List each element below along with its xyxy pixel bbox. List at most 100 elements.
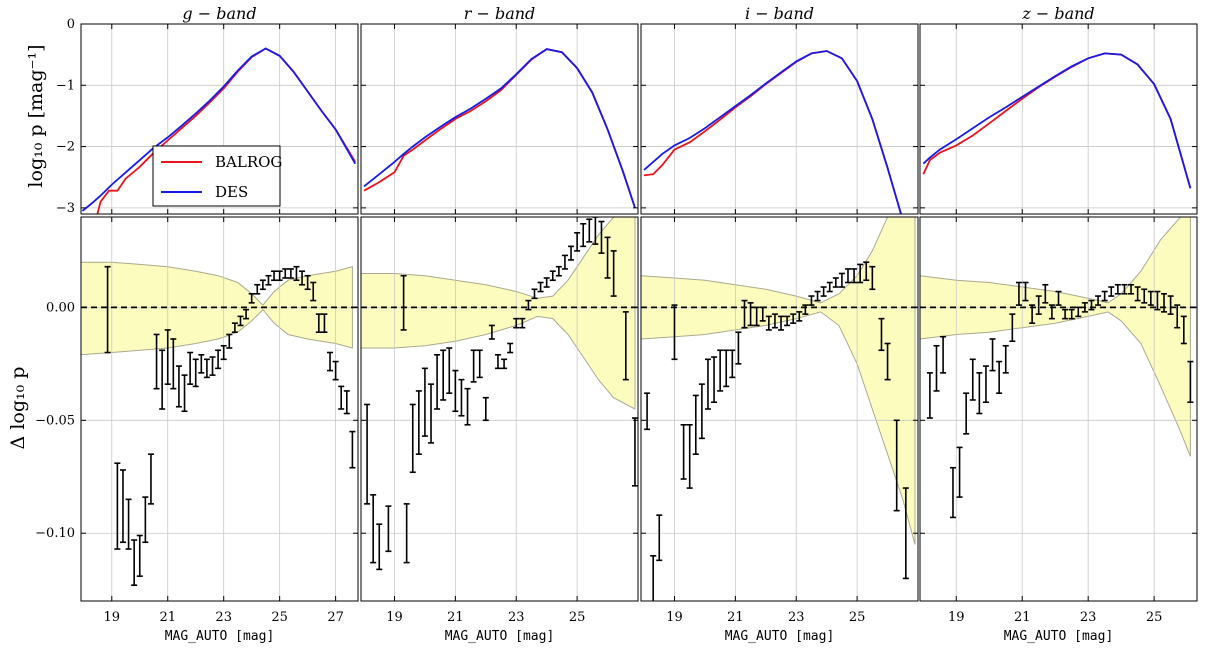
error-bar-point [338, 385, 345, 410]
error-bar-point [1180, 315, 1187, 345]
error-bar-point [982, 365, 989, 404]
error-bar-point [142, 496, 149, 544]
error-bar-point [259, 279, 266, 291]
error-bar-point [315, 313, 322, 334]
legend-label-balrog: BALROG [215, 153, 282, 171]
x-tick-label: 25 [849, 610, 866, 625]
y-tick-label: 0.00 [46, 300, 75, 315]
error-bar-point [692, 394, 699, 455]
error-bar-point [159, 349, 166, 410]
x-tick-label: 25 [569, 610, 586, 625]
error-bar-point [753, 306, 760, 327]
error-bar-point [949, 466, 956, 519]
error-bar-point [838, 272, 845, 288]
y-tick-label: −0.05 [35, 413, 75, 428]
error-bar-point [1167, 295, 1174, 315]
error-bar-point [863, 261, 870, 282]
top-panel-4: z − band [919, 4, 1198, 215]
error-bar-point [153, 333, 160, 390]
top-panel-4-plot-area [920, 24, 1197, 214]
y-axis-label-top: log₁₀ p [mag⁻¹] [25, 44, 47, 187]
error-bar-point [488, 324, 495, 340]
error-bar-point [844, 268, 851, 284]
error-bar-point [310, 281, 317, 302]
error-bar-point [385, 505, 392, 553]
bottom-panel-2: 19 21 23 25 MAG_AUTO [mag] [360, 216, 639, 644]
uncertainty-band [361, 217, 636, 410]
error-bar-point [976, 372, 983, 415]
error-bar-point [989, 338, 996, 372]
x-axis-label: MAG_AUTO [mag] [445, 629, 555, 644]
bottom-panel-2-plot-area [361, 217, 638, 601]
panel-title: g − band [182, 4, 256, 23]
error-bar-point [698, 383, 705, 440]
error-bar-point [747, 302, 754, 327]
error-bar-point [482, 396, 489, 422]
error-bar-point [170, 338, 177, 390]
error-bar-point [125, 498, 132, 550]
top-panel-4-frame [919, 23, 1198, 215]
error-bar-point [209, 356, 216, 376]
x-tick-label: 19 [104, 610, 121, 625]
error-bar-point [765, 315, 772, 331]
error-bar-point [215, 349, 222, 370]
error-bar-point [996, 360, 1003, 394]
error-bar-point [248, 292, 255, 304]
error-bar-point [1035, 295, 1042, 315]
error-bar-point [1134, 286, 1141, 302]
error-bar-point [610, 250, 617, 297]
error-bar-point [147, 453, 154, 505]
bottom-panel-4-frame [919, 216, 1198, 602]
error-bar-point [1048, 304, 1055, 320]
error-bar-point [1141, 288, 1148, 304]
error-bar-point [349, 430, 356, 469]
error-bar-point [802, 304, 809, 315]
x-tick-label: 27 [327, 610, 344, 625]
x-tick-label: 23 [788, 610, 805, 625]
error-bar-point [1029, 304, 1036, 324]
error-bar-point [265, 274, 272, 286]
error-bar-point [680, 424, 687, 480]
error-bar-point [650, 555, 657, 601]
error-bar-point [723, 349, 730, 388]
error-bar-point [370, 494, 377, 564]
error-bar-point [869, 265, 876, 291]
bottom-panel-4-plot-area [920, 217, 1197, 601]
error-bar-point [735, 331, 742, 365]
error-bar-point [820, 286, 827, 297]
error-bar-point [531, 288, 538, 300]
bottom-panel-3-frame [640, 216, 919, 602]
error-bar-point [878, 317, 885, 352]
error-bar-point [1022, 281, 1029, 302]
x-tick-label: 21 [1014, 610, 1031, 625]
error-bar-point [470, 349, 477, 383]
top-panel-1: 0 −1 −2 −3 g − band [56, 4, 359, 216]
error-bar-point [364, 403, 371, 505]
bottom-panel-3-plot-area [641, 217, 918, 601]
error-bar-point [440, 349, 447, 401]
error-bar-point [1062, 308, 1069, 320]
error-bar-point [254, 283, 261, 295]
error-bar-point [956, 446, 963, 498]
error-bar-point [1128, 283, 1135, 295]
series-line-des [363, 48, 636, 209]
error-bar-point [400, 274, 407, 331]
error-bar-point [1075, 306, 1082, 318]
x-tick-label: 25 [271, 610, 288, 625]
error-bar-point [136, 534, 143, 577]
series-line-balrog [922, 52, 1192, 189]
y-tick-label: 0 [67, 17, 75, 32]
error-bar-point [282, 268, 289, 279]
error-bar-point [598, 220, 605, 254]
error-bar-point [1174, 304, 1181, 329]
legend-label-des: DES [215, 183, 248, 201]
error-bar-point [631, 417, 638, 487]
top-panel-3-frame [640, 23, 919, 215]
error-bar-point [226, 333, 233, 349]
error-bar-point [759, 306, 766, 322]
y-tick-label: −0.10 [35, 526, 75, 541]
panels: 0 −1 −2 −3 g − band r − band i − band z − band 0… [35, 4, 1198, 644]
error-bar-point [421, 367, 428, 437]
uncertainty-band [920, 217, 1191, 457]
error-bar-point [287, 268, 294, 279]
